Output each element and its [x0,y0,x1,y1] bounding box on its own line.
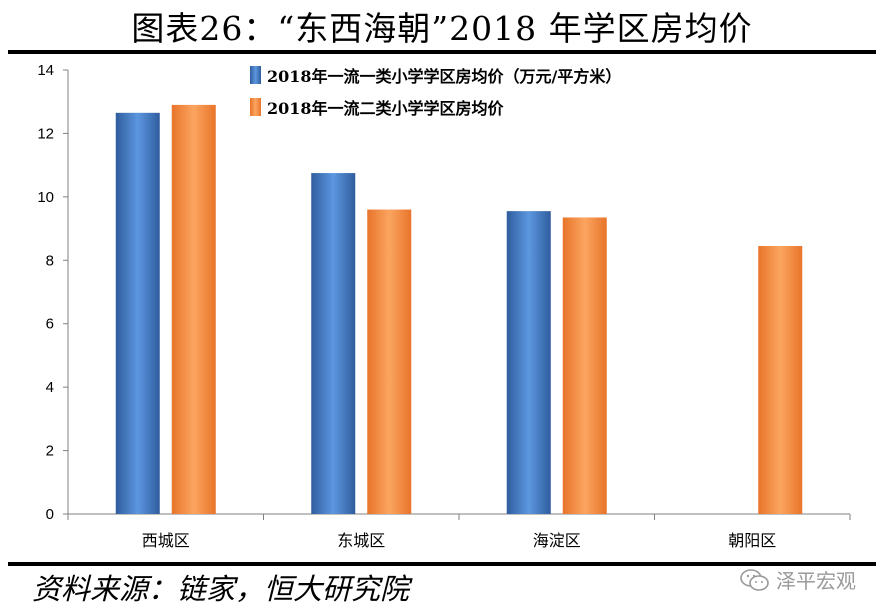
bar-series1 [115,112,160,515]
legend-swatch-series1 [250,66,261,84]
legend-label-series1: 2018年一流一类小学学区房均价（万元/平方米） [267,67,621,86]
bar-series2 [171,104,216,514]
legend-label-series2: 2018年一流二类小学学区房均价 [267,99,505,118]
y-tick-label: 8 [46,252,54,269]
wechat-icon [740,568,769,591]
source-note: 资料来源：链家，恒大研究院 [32,572,410,606]
bar-series2 [758,246,803,514]
y-tick-label: 6 [46,316,54,333]
chart-title: 图表26：“东西海朝”2018 年学区房均价 [131,9,753,48]
bottom-rule [8,562,876,566]
y-tick-label: 10 [37,189,54,206]
y-tick-label: 2 [46,443,54,460]
y-tick-label: 14 [37,62,54,79]
x-tick-label: 海淀区 [533,531,581,550]
x-tick-label: 东城区 [337,531,385,550]
watermark: 泽平宏观 [740,565,856,594]
watermark-text: 泽平宏观 [776,569,856,593]
bar-series1 [311,173,356,515]
bar-series1 [506,211,551,514]
y-tick-label: 12 [37,125,54,142]
x-tick-label: 朝阳区 [728,531,776,550]
y-tick-label: 4 [46,379,54,396]
top-rule [8,50,876,54]
y-tick-label: 0 [46,506,54,523]
legend-swatch-series2 [250,98,261,116]
bar-chart: 0 2 4 6 8 10 12 14 西城区 东城区 海淀区 朝阳区 2018年一流一类小学学区房均价… [37,62,851,550]
bar-series2 [562,217,607,514]
bar-series2 [367,209,412,515]
x-tick-label: 西城区 [142,531,190,550]
